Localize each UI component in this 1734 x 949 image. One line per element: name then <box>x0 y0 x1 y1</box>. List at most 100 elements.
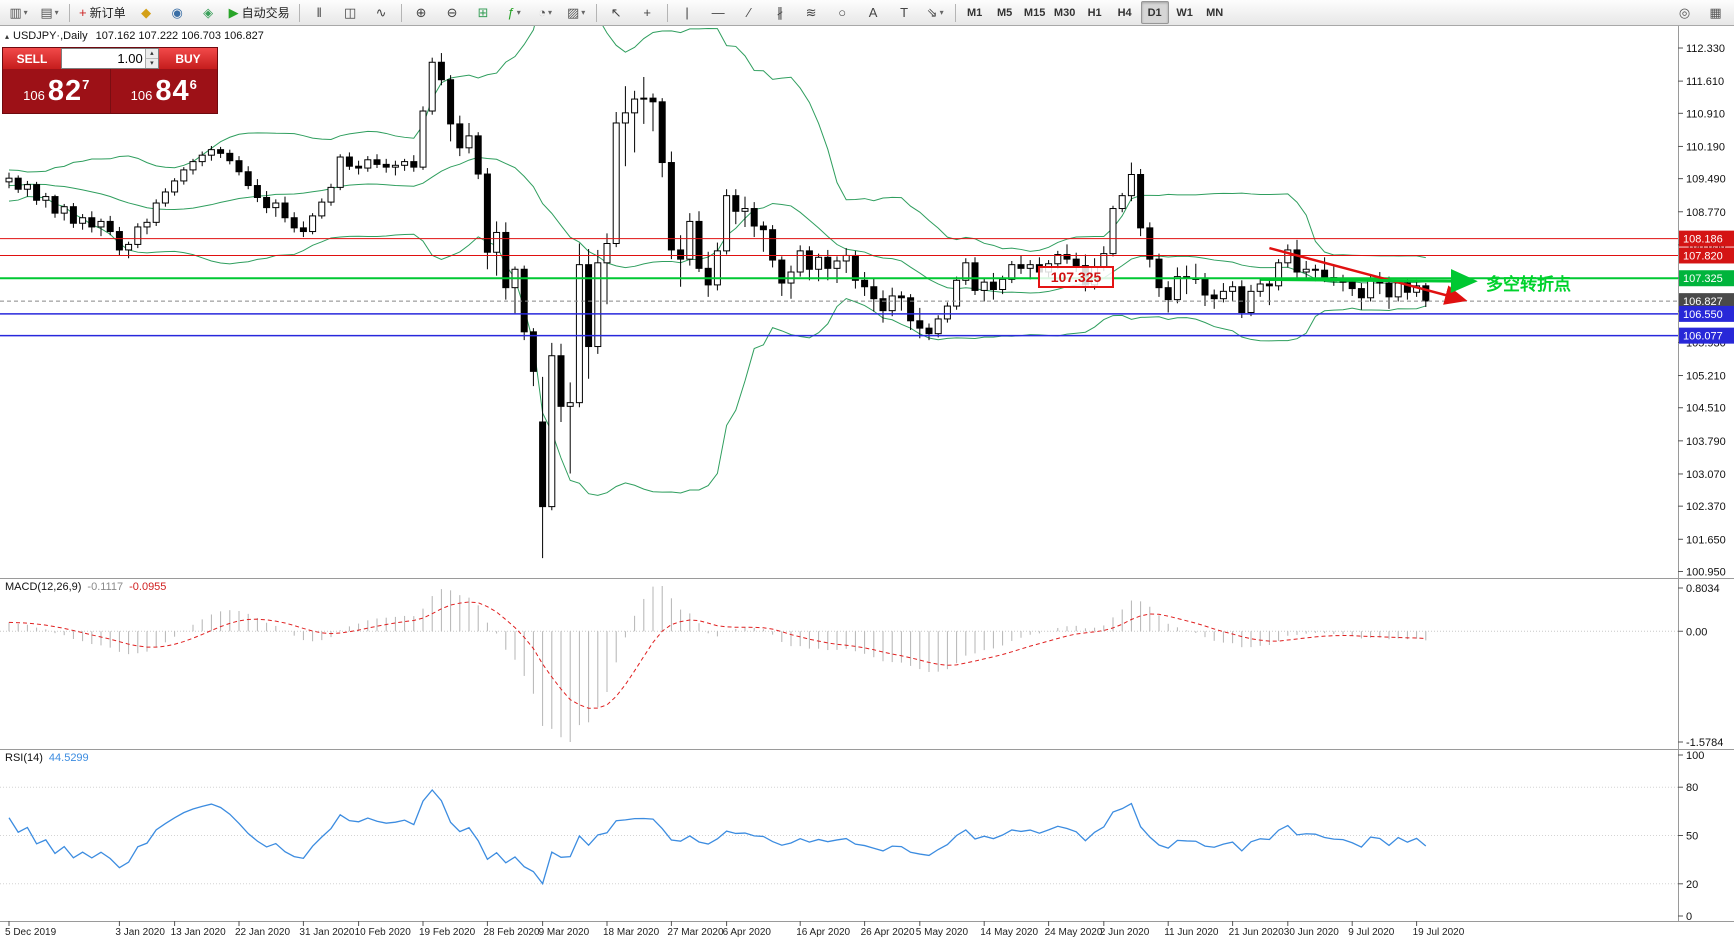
crosshair-button[interactable]: + <box>633 1 662 24</box>
chart-symbol-line: ▴ USDJPY·,Daily 107.162 107.222 106.703 10… <box>5 30 264 42</box>
label-button[interactable]: T <box>890 1 919 24</box>
arrow-objects-icon: ⇘ <box>926 4 938 20</box>
dropdown-caret-icon: ▾ <box>939 8 944 17</box>
timeframe-h1-button[interactable]: H1 <box>1087 6 1102 19</box>
volume-down-button[interactable]: ▾ <box>150 60 154 67</box>
timeframe-d1-button[interactable]: D1 <box>1140 1 1169 24</box>
svg-text:107.820: 107.820 <box>1683 250 1723 262</box>
zoom-out-button[interactable]: ⊖ <box>438 1 467 24</box>
svg-text:109.490: 109.490 <box>1686 174 1726 186</box>
timeframe-m15-button[interactable]: M15 <box>1023 6 1046 19</box>
dropdown-caret-icon: ▾ <box>54 8 59 17</box>
horizontal-line-icon: ― <box>711 5 725 20</box>
fibonacci-button[interactable]: ≋ <box>797 1 826 24</box>
shapes-button[interactable]: ○ <box>828 1 857 24</box>
line-chart-button[interactable]: ∿ <box>367 1 396 24</box>
candlestick-chart-icon: ◫ <box>343 4 357 20</box>
indicators-button[interactable]: ƒ ▾ <box>500 1 529 24</box>
channel-icon: ∦ <box>776 4 784 20</box>
dropdown-caret-icon: ▾ <box>23 8 28 17</box>
timeframe-m5-button[interactable]: M5 <box>996 6 1013 19</box>
timeframe-m1-button[interactable]: M1 <box>966 6 983 19</box>
svg-text:20: 20 <box>1686 879 1698 891</box>
text-button[interactable]: A <box>859 1 888 24</box>
svg-text:101.650: 101.650 <box>1686 534 1726 546</box>
auto-trading-icon: ▶ <box>228 4 239 20</box>
magnifier-button[interactable]: ◎ <box>1678 4 1691 20</box>
vertical-line-icon: | <box>685 5 689 20</box>
chart-list-button[interactable]: ▦ <box>1709 4 1722 20</box>
svg-text:100: 100 <box>1686 750 1704 762</box>
navigator-button[interactable]: ◈ <box>194 1 223 24</box>
periods-button[interactable]: ◔ ▾ <box>531 1 560 24</box>
svg-text:103.070: 103.070 <box>1686 469 1726 481</box>
svg-text:31 Jan 2020: 31 Jan 2020 <box>299 927 354 938</box>
buy-button[interactable]: BUY <box>159 48 217 69</box>
new-order-button[interactable]: + 新订单 <box>75 1 130 24</box>
gold-button[interactable]: ◆ <box>132 1 161 24</box>
toolbar: ▥ ▾ ▤ ▾ + 新订单 ◆ ◉ ◈ ▶ 自动交易 ‖ ◫ ∿ ⊕ ⊖ ⊞ ƒ ▾ ◔ ▾ ▨ ▾ ↖ + | ― ∕ ∦ ≋ ○ A T ⇘ ▾… <box>0 0 1734 26</box>
timeframe-h4-button[interactable]: H4 <box>1117 6 1132 19</box>
market-watch-button[interactable]: ◉ <box>163 1 192 24</box>
shapes-icon: ○ <box>838 5 847 20</box>
toolbar-separator <box>666 3 668 22</box>
auto-trading-button[interactable]: ▶ 自动交易 <box>225 1 294 24</box>
sell-button[interactable]: SELL <box>3 48 61 69</box>
toolbar-timeframes: M1 M5 M15 M30 H1 H4 D1 W1 MN <box>960 0 1230 25</box>
buy-price-sup: 6 <box>189 76 197 92</box>
buy-price-display[interactable]: 106 84 6 <box>111 69 218 113</box>
zoom-out-icon: ⊖ <box>446 4 458 20</box>
collapse-triangle-icon[interactable]: ▴ <box>5 32 10 41</box>
svg-text:19 Feb 2020: 19 Feb 2020 <box>419 927 476 938</box>
macd-value-1: -0.1117 <box>87 581 124 593</box>
timeframe-m30-button[interactable]: M30 <box>1053 6 1076 19</box>
trendline-icon: ∕ <box>748 5 751 20</box>
cursor-icon: ↖ <box>610 4 622 20</box>
label-icon: T <box>900 5 909 20</box>
svg-text:11 Jun 2020: 11 Jun 2020 <box>1164 927 1219 938</box>
svg-text:112.330: 112.330 <box>1686 43 1725 55</box>
new-chart-button[interactable]: ▥ ▾ <box>4 1 33 24</box>
svg-text:26 Apr 2020: 26 Apr 2020 <box>861 927 915 938</box>
auto-arrange-button[interactable]: ⊞ <box>469 1 498 24</box>
volume-up-button[interactable]: ▴ <box>145 49 158 59</box>
svg-text:14 May 2020: 14 May 2020 <box>980 927 1038 938</box>
rsi-value: 44.5299 <box>48 752 89 764</box>
bar-chart-button[interactable]: ‖ <box>305 1 334 24</box>
trendline-button[interactable]: ∕ <box>735 1 764 24</box>
svg-text:9 Mar 2020: 9 Mar 2020 <box>539 927 590 938</box>
svg-text:13 Jan 2020: 13 Jan 2020 <box>171 927 226 938</box>
svg-text:24 May 2020: 24 May 2020 <box>1045 927 1103 938</box>
templates-button[interactable]: ▨ ▾ <box>562 1 591 24</box>
buy-price-big: 84 <box>155 74 190 107</box>
sell-price-small: 106 <box>23 88 45 103</box>
profiles-button[interactable]: ▤ ▾ <box>35 1 64 24</box>
rsi-indicator-label: RSI(14) 44.5299 <box>5 752 89 764</box>
vertical-line-button[interactable]: | <box>673 1 702 24</box>
svg-text:0: 0 <box>1686 911 1692 923</box>
toolbar-items: ▥ ▾ ▤ ▾ + 新订单 ◆ ◉ ◈ ▶ 自动交易 ‖ ◫ ∿ ⊕ ⊖ ⊞ ƒ ▾ ◔ ▾ ▨ ▾ ↖ + | ― ∕ ∦ ≋ ○ A T ⇘ ▾ <box>3 0 960 25</box>
candlestick-chart-button[interactable]: ◫ <box>336 1 365 24</box>
volume-input[interactable] <box>62 49 145 68</box>
zoom-in-button[interactable]: ⊕ <box>407 1 436 24</box>
svg-text:10 Feb 2020: 10 Feb 2020 <box>355 927 412 938</box>
price-annotation-107325[interactable]: 107.325 <box>1038 266 1114 288</box>
horizontal-line-button[interactable]: ― <box>704 1 733 24</box>
channel-button[interactable]: ∦ <box>766 1 795 24</box>
svg-text:104.510: 104.510 <box>1686 403 1726 415</box>
cursor-button[interactable]: ↖ <box>602 1 631 24</box>
turning-point-annotation[interactable]: 多空转折点 <box>1486 275 1571 294</box>
arrow-objects-button[interactable]: ⇘ ▾ <box>921 1 950 24</box>
sell-price-sup: 7 <box>82 76 90 92</box>
svg-text:110.910: 110.910 <box>1686 108 1725 120</box>
svg-text:-1.5784: -1.5784 <box>1686 737 1723 749</box>
sell-price-display[interactable]: 106 82 7 <box>3 69 111 113</box>
timeframe-mn-button[interactable]: MN <box>1206 6 1224 19</box>
templates-icon: ▨ <box>566 4 580 20</box>
svg-text:105.210: 105.210 <box>1686 371 1726 383</box>
svg-text:6 Apr 2020: 6 Apr 2020 <box>723 927 772 938</box>
svg-text:110.190: 110.190 <box>1686 141 1725 153</box>
timeframe-w1-button[interactable]: W1 <box>1176 6 1193 19</box>
svg-text:107.325: 107.325 <box>1683 273 1723 285</box>
